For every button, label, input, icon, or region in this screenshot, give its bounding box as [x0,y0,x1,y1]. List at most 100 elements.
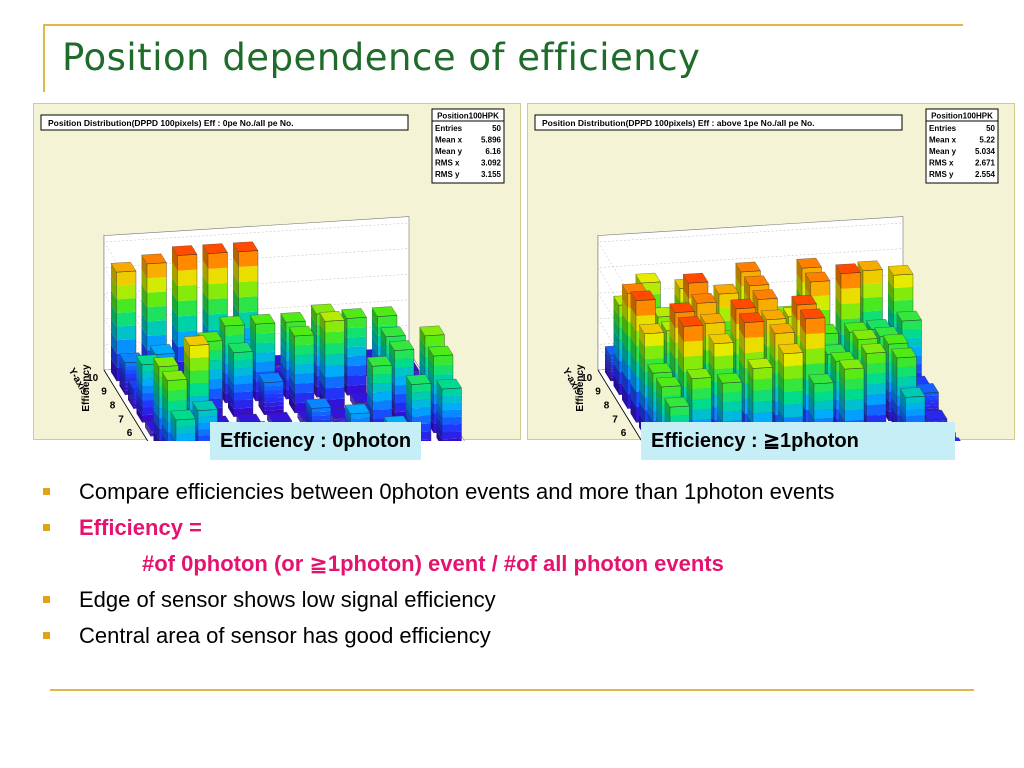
bar-left-face [297,413,303,423]
bar-left-face [900,394,906,411]
bar-left-face [613,341,619,362]
bar-left-face [647,393,653,412]
bar-front-face [350,412,370,419]
bar-front-face [116,271,136,286]
bar-left-face [664,407,670,425]
bar-front-face [372,373,392,384]
bar-left-face [730,300,736,325]
bar-front-face [805,348,825,365]
bar-front-face [683,355,703,373]
bar-front-face [264,381,284,387]
bar-front-face [692,408,712,421]
bar-left-face [605,359,611,372]
bar-left-face [280,342,286,361]
bar-left-face [202,290,208,315]
bar-left-face [800,325,806,350]
bar-left-face [136,363,142,380]
bar-left-face [830,362,836,381]
efficiency-formula: #of 0photon (or ≧1photon) event / #of al… [142,551,724,576]
bar-left-face [874,327,880,346]
bar-front-face [208,252,228,269]
z-axis-label: Efficiency [575,364,586,412]
bar-left-face [436,416,442,433]
bar-front-face [325,342,345,355]
bar-left-face [119,381,125,395]
bar-left-face [669,303,675,328]
bar-left-face [289,336,295,356]
bar-front-face [442,387,462,397]
bar-front-face [177,300,197,317]
bar-front-face [238,250,258,267]
bar-left-face [735,277,741,301]
bar-front-face [198,415,218,424]
bar-front-face [264,389,284,395]
right-lego-chart: Position Distribution(DPPD 100pixels) Ef… [534,108,999,441]
bar-left-face [367,392,373,411]
bar-left-face [622,313,628,337]
bar-left-face [119,365,125,379]
bar-left-face [406,391,412,409]
bar-front-face [661,385,681,397]
bar-left-face [136,406,142,423]
bar-front-face [238,281,258,298]
bar-left-face [613,329,619,350]
bar-front-face [198,409,218,418]
bar-left-face [258,373,264,387]
bar-left-face [172,246,178,271]
bar-left-face [153,389,159,409]
bar-left-face [708,334,714,357]
bar-front-face [783,352,803,367]
bar-front-face [722,382,742,393]
bar-front-face [255,342,275,353]
bar-left-face [605,368,611,381]
bar-left-face [739,329,745,354]
bar-left-face [228,367,234,385]
bar-left-face [319,346,325,367]
bar-left-face [145,424,151,434]
bar-left-face [861,355,867,375]
bar-left-face [805,273,811,297]
bar-left-face [233,288,239,313]
bar-left-face [883,335,889,354]
bar-front-face [644,345,664,360]
chart-title-box [40,114,409,131]
bar-front-face [116,298,136,313]
bar-left-face [419,347,425,368]
bar-left-face [258,401,264,415]
y-tick-label: 7 [612,414,618,425]
bar-left-face [686,390,692,410]
bar-left-face [280,313,286,332]
stats-label: Mean x [435,136,463,145]
left-chart-panel: Position Distribution(DPPD 100pixels) Ef… [33,103,521,441]
stats-value: 3.092 [481,159,502,168]
bar-left-face [319,334,325,355]
bar-left-face [622,385,628,409]
bar-front-face [347,355,367,367]
bar-left-face [267,414,273,424]
bar-left-face [747,393,753,414]
bar-front-face [425,334,445,347]
bar-left-face [436,401,442,418]
bar-left-face [145,425,151,436]
bar-left-face [605,356,611,369]
bullet-square-icon [43,632,50,639]
bar-left-face [735,263,741,287]
bar-left-face [280,332,286,352]
bar-left-face [844,323,850,342]
bar-left-face [380,327,386,346]
bar-front-face [705,322,725,338]
bar-left-face [141,255,147,279]
bar-left-face [170,439,172,441]
bar-left-face [778,396,784,418]
bar-left-face [888,292,894,314]
bar-front-face [233,359,253,369]
bar-left-face [367,401,373,420]
bar-left-face [319,368,325,389]
bar-left-face [686,369,692,390]
bar-left-face [233,258,239,283]
bar-front-face [863,269,883,285]
bar-left-face [669,349,675,374]
bar-left-face [162,402,168,423]
bar-left-face [280,361,286,380]
bar-left-face [153,399,159,419]
